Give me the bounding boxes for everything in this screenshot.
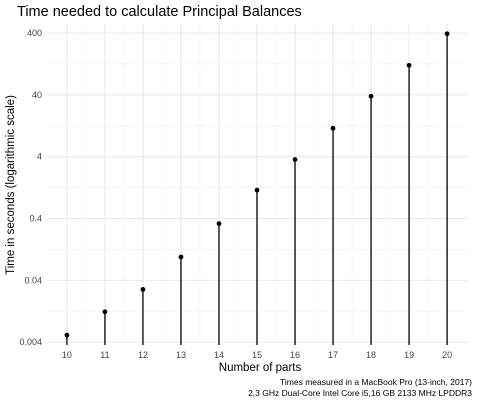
chart-title: Time needed to calculate Principal Balan… [17, 4, 302, 20]
y-tick-labels: 0.004 0.04 0.4 4 40 400 [19, 28, 42, 347]
x-tick-label: 14 [214, 350, 224, 360]
x-tick-label: 15 [252, 350, 262, 360]
caption-line-2: 2,3 GHz Dual-Core Intel Core i5,16 GB 21… [248, 388, 472, 398]
x-tick-label: 16 [290, 350, 300, 360]
data-point [140, 287, 146, 292]
x-tick-label: 11 [100, 350, 109, 360]
y-tick-label: 400 [27, 28, 42, 38]
data-point [330, 125, 336, 131]
data-point [292, 157, 298, 162]
data-point [444, 31, 450, 37]
x-tick-label: 18 [366, 350, 376, 360]
data-point [406, 62, 412, 68]
y-tick-label: 40 [32, 90, 42, 100]
y-tick-label: 4 [37, 152, 42, 162]
caption-line-1: Times measured in a MacBook Pro (13-inch… [280, 377, 472, 387]
data-point [254, 187, 260, 193]
x-tick-label: 19 [404, 350, 414, 360]
y-tick-label: 0.04 [24, 275, 42, 285]
x-tick-label: 17 [328, 350, 338, 360]
x-tick-label: 12 [138, 350, 148, 360]
y-tick-label: 0.4 [29, 214, 42, 224]
data-point [216, 221, 222, 227]
x-tick-label: 10 [62, 350, 72, 360]
y-tick-label: 0.004 [19, 337, 42, 347]
data-point [178, 254, 184, 260]
y-axis-title: Time in seconds (logarithmic scale) [5, 95, 17, 275]
x-axis-title: Number of parts [219, 362, 302, 374]
x-tick-label: 13 [176, 350, 186, 360]
x-tick-label: 20 [442, 350, 452, 360]
data-point [102, 309, 108, 315]
x-tick-labels: 10 11 12 13 14 15 16 17 18 19 20 [62, 350, 452, 360]
data-point [64, 332, 70, 338]
data-point [368, 93, 374, 99]
data-points [64, 31, 450, 338]
stems [66, 33, 448, 345]
